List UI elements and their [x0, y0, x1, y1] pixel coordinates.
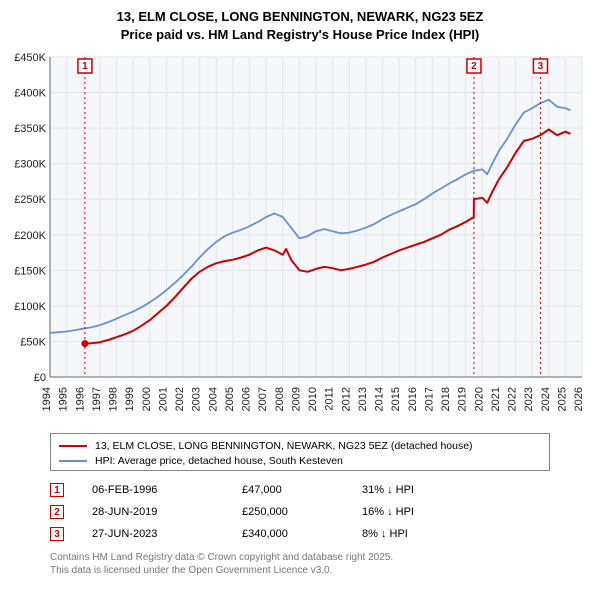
- svg-text:£200K: £200K: [14, 230, 46, 242]
- chart-plot: £0 £50K £100K £150K £200K £250K £300K £350K £400…: [8, 49, 592, 429]
- svg-text:2026: 2026: [573, 387, 585, 411]
- legend-row: 13, ELM CLOSE, LONG BENNINGTON, NEWARK, …: [59, 438, 541, 453]
- transaction-marker: 3: [50, 527, 64, 541]
- transaction-row: 1 06-FEB-1996£47,00031% ↓ HPI: [50, 479, 550, 501]
- svg-text:2005: 2005: [224, 387, 236, 411]
- svg-text:2011: 2011: [324, 387, 336, 411]
- svg-text:1995: 1995: [58, 387, 70, 411]
- transaction-row: 3 27-JUN-2023£340,0008% ↓ HPI: [50, 523, 550, 545]
- svg-text:2001: 2001: [157, 387, 169, 411]
- legend: 13, ELM CLOSE, LONG BENNINGTON, NEWARK, …: [50, 433, 550, 471]
- svg-text:1999: 1999: [124, 387, 136, 411]
- svg-text:£50K: £50K: [20, 337, 46, 349]
- transaction-diff: 8% ↓ HPI: [362, 528, 482, 540]
- transaction-date: 06-FEB-1996: [92, 484, 242, 496]
- svg-text:2012: 2012: [340, 387, 352, 411]
- chart-svg: £0 £50K £100K £150K £200K £250K £300K £350K £400…: [8, 49, 592, 429]
- legend-row: HPI: Average price, detached house, Sout…: [59, 453, 541, 468]
- svg-text:£450K: £450K: [14, 52, 46, 64]
- transaction-marker: 1: [50, 483, 64, 497]
- svg-text:£400K: £400K: [14, 88, 46, 100]
- svg-text:2017: 2017: [423, 387, 435, 411]
- transaction-table: 1 06-FEB-1996£47,00031% ↓ HPI 2 28-JUN-2019…: [50, 479, 550, 545]
- transaction-date: 27-JUN-2023: [92, 528, 242, 540]
- svg-text:2009: 2009: [290, 387, 302, 411]
- svg-text:£300K: £300K: [14, 159, 46, 171]
- title-line-2: Price paid vs. HM Land Registry's House …: [8, 26, 592, 44]
- transaction-date: 28-JUN-2019: [92, 506, 242, 518]
- svg-text:2: 2: [471, 61, 477, 72]
- legend-label: 13, ELM CLOSE, LONG BENNINGTON, NEWARK, …: [95, 440, 473, 452]
- transaction-marker: 2: [50, 505, 64, 519]
- svg-text:2007: 2007: [257, 387, 269, 411]
- svg-text:2006: 2006: [241, 387, 253, 411]
- transaction-price: £47,000: [242, 484, 362, 496]
- svg-text:2023: 2023: [523, 387, 535, 411]
- transaction-diff: 16% ↓ HPI: [362, 506, 482, 518]
- svg-text:1998: 1998: [108, 387, 120, 411]
- svg-text:2020: 2020: [473, 387, 485, 411]
- svg-text:£100K: £100K: [14, 301, 46, 313]
- svg-text:2008: 2008: [274, 387, 286, 411]
- transaction-price: £340,000: [242, 528, 362, 540]
- title-line-1: 13, ELM CLOSE, LONG BENNINGTON, NEWARK, …: [8, 8, 592, 26]
- svg-text:2000: 2000: [141, 387, 153, 411]
- svg-text:£350K: £350K: [14, 123, 46, 135]
- svg-text:£150K: £150K: [14, 265, 46, 277]
- chart-title: 13, ELM CLOSE, LONG BENNINGTON, NEWARK, …: [8, 8, 592, 43]
- svg-text:2014: 2014: [374, 387, 386, 411]
- svg-text:2024: 2024: [540, 387, 552, 411]
- svg-text:2003: 2003: [191, 387, 203, 411]
- svg-text:2021: 2021: [490, 387, 502, 411]
- transaction-diff: 31% ↓ HPI: [362, 484, 482, 496]
- svg-text:2019: 2019: [457, 387, 469, 411]
- svg-text:1996: 1996: [74, 387, 86, 411]
- svg-text:£250K: £250K: [14, 194, 46, 206]
- footer-line-1: Contains HM Land Registry data © Crown c…: [50, 551, 550, 564]
- svg-text:1997: 1997: [91, 387, 103, 411]
- svg-text:1: 1: [82, 61, 88, 72]
- svg-text:2010: 2010: [307, 387, 319, 411]
- chart-container: 13, ELM CLOSE, LONG BENNINGTON, NEWARK, …: [0, 0, 600, 590]
- svg-text:3: 3: [538, 61, 544, 72]
- svg-text:2022: 2022: [507, 387, 519, 411]
- svg-text:2025: 2025: [556, 387, 568, 411]
- legend-swatch: [59, 460, 87, 462]
- svg-text:2016: 2016: [407, 387, 419, 411]
- svg-text:2002: 2002: [174, 387, 186, 411]
- legend-label: HPI: Average price, detached house, Sout…: [95, 455, 343, 467]
- svg-text:2004: 2004: [207, 387, 219, 411]
- transaction-price: £250,000: [242, 506, 362, 518]
- footer-line-2: This data is licensed under the Open Gov…: [50, 564, 550, 577]
- legend-swatch: [59, 445, 87, 447]
- svg-text:£0: £0: [34, 372, 46, 384]
- svg-text:1994: 1994: [41, 387, 53, 411]
- svg-text:2018: 2018: [440, 387, 452, 411]
- footer-attribution: Contains HM Land Registry data © Crown c…: [50, 551, 550, 577]
- svg-text:2013: 2013: [357, 387, 369, 411]
- transaction-row: 2 28-JUN-2019£250,00016% ↓ HPI: [50, 501, 550, 523]
- svg-text:2015: 2015: [390, 387, 402, 411]
